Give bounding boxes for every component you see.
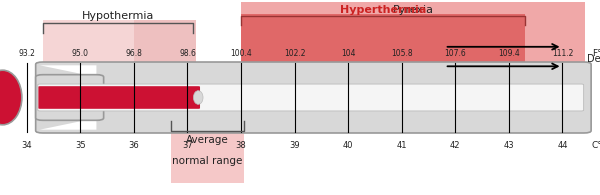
Text: 39: 39 xyxy=(289,141,300,150)
Text: 105.8: 105.8 xyxy=(391,49,413,58)
Bar xyxy=(172,122,244,183)
Bar xyxy=(134,20,196,75)
Text: 35: 35 xyxy=(75,141,86,150)
Ellipse shape xyxy=(193,91,203,104)
Text: 104: 104 xyxy=(341,49,355,58)
Text: 109.4: 109.4 xyxy=(498,49,520,58)
Bar xyxy=(241,2,585,88)
Text: 40: 40 xyxy=(343,141,353,150)
Text: F°: F° xyxy=(592,49,600,58)
Text: 98.6: 98.6 xyxy=(179,49,196,58)
Text: 102.2: 102.2 xyxy=(284,49,305,58)
Bar xyxy=(172,64,244,183)
FancyBboxPatch shape xyxy=(35,75,104,120)
Text: Average: Average xyxy=(186,135,229,144)
FancyBboxPatch shape xyxy=(35,62,591,133)
FancyBboxPatch shape xyxy=(38,84,584,111)
Text: 100.4: 100.4 xyxy=(230,49,252,58)
Text: 36: 36 xyxy=(128,141,139,150)
Polygon shape xyxy=(40,65,97,77)
Text: 43: 43 xyxy=(503,141,514,150)
Text: 38: 38 xyxy=(236,141,247,150)
Text: Pyrexia: Pyrexia xyxy=(392,5,434,15)
Text: 93.2: 93.2 xyxy=(19,49,35,58)
Bar xyxy=(43,20,134,75)
Bar xyxy=(241,14,525,78)
Text: 96.8: 96.8 xyxy=(125,49,142,58)
Text: 41: 41 xyxy=(397,141,407,150)
Text: 107.6: 107.6 xyxy=(445,49,466,58)
Text: 42: 42 xyxy=(450,141,461,150)
Text: Hyperthermia: Hyperthermia xyxy=(340,5,426,15)
Text: Death: Death xyxy=(587,53,600,64)
Text: Hypothermia: Hypothermia xyxy=(82,12,154,21)
Text: 95.0: 95.0 xyxy=(72,49,89,58)
Text: normal range: normal range xyxy=(172,156,243,166)
FancyBboxPatch shape xyxy=(38,86,200,109)
Text: 34: 34 xyxy=(22,141,32,150)
Text: 111.2: 111.2 xyxy=(552,49,573,58)
Text: 37: 37 xyxy=(182,141,193,150)
Text: C°: C° xyxy=(592,141,600,150)
Text: 44: 44 xyxy=(557,141,568,150)
Ellipse shape xyxy=(0,70,22,125)
Polygon shape xyxy=(40,118,97,130)
